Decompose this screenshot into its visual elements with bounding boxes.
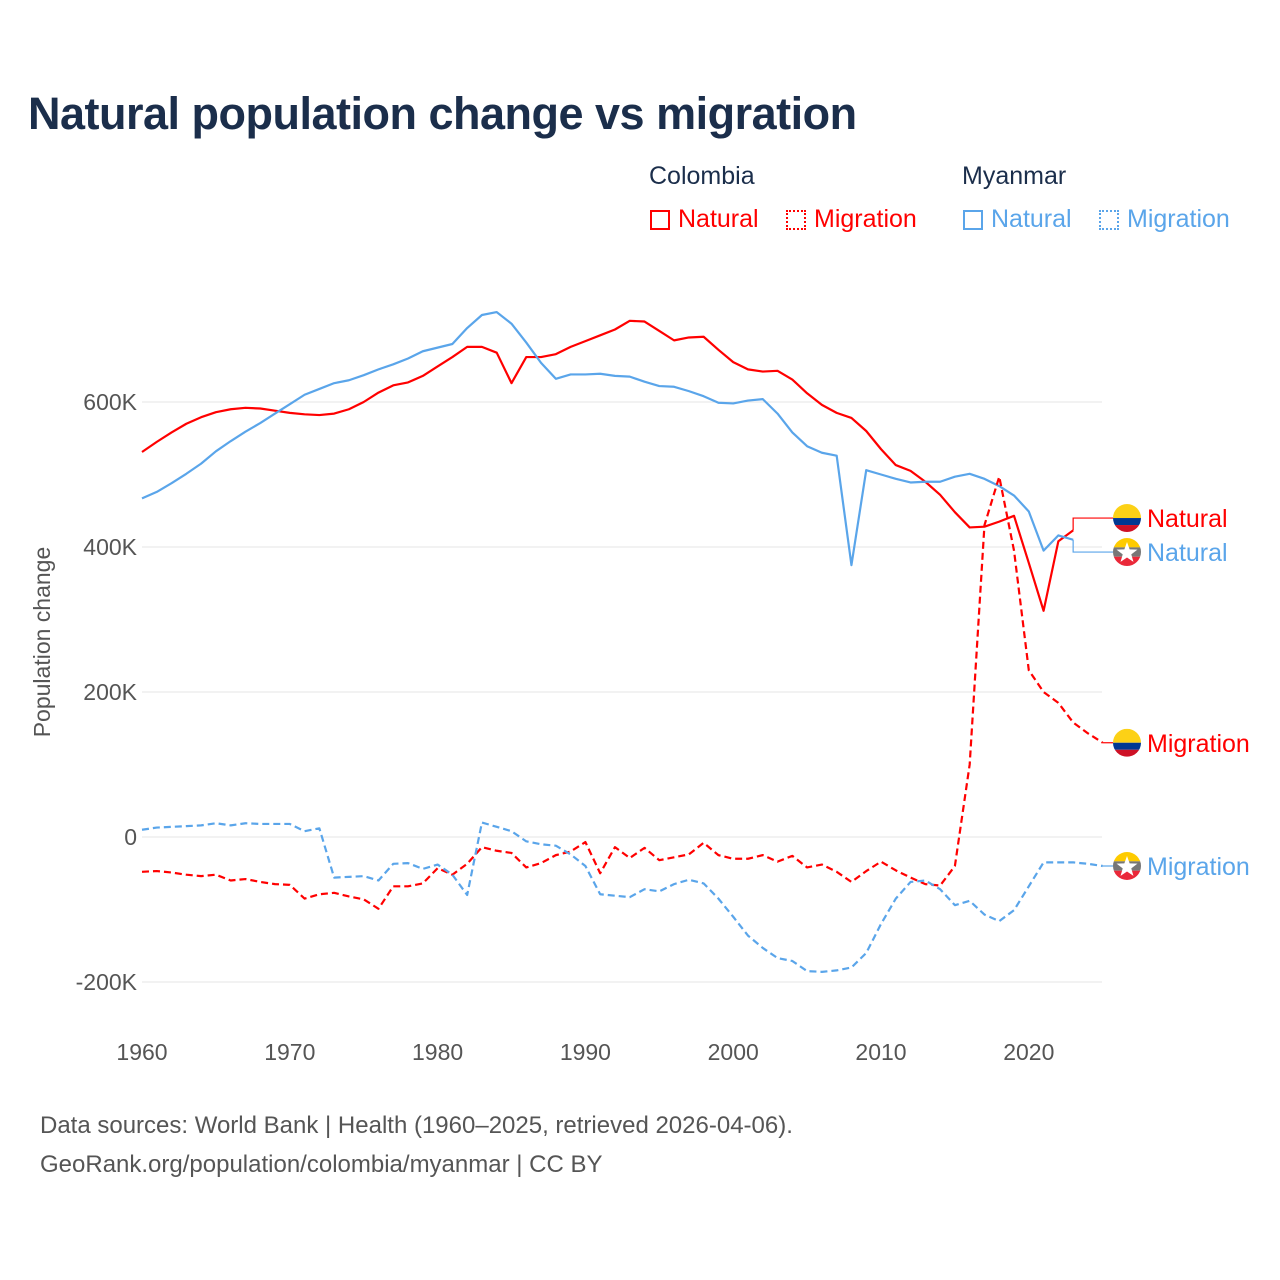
series-line-colombia-migration <box>141 475 1104 910</box>
legend-swatch-solid <box>963 209 983 230</box>
legend-swatch-dotted <box>786 209 806 230</box>
legend-myanmar-natural[interactable]: Natural <box>963 205 1072 234</box>
series-line-myanmar-natural <box>141 311 1074 567</box>
x-tick-label: 1980 <box>412 1039 463 1065</box>
legend-myanmar-migration[interactable]: Migration <box>1099 205 1230 234</box>
chart-title: Natural population change vs migration <box>28 88 857 139</box>
series-line-myanmar-migration <box>141 821 1103 973</box>
x-tick-label: 1960 <box>116 1039 167 1065</box>
y-tick-label: 200K <box>83 679 137 705</box>
legend-label: Natural <box>678 205 759 233</box>
footer: Data sources: World Bank | Health (1960–… <box>40 1106 793 1184</box>
end-label: Natural <box>1147 505 1228 533</box>
end-label: Migration <box>1147 853 1250 881</box>
series-line-colombia-natural <box>141 319 1074 612</box>
colombia-flag-icon <box>1113 504 1141 533</box>
legend-label: Migration <box>1127 205 1230 233</box>
x-tick-label: 2020 <box>1003 1039 1054 1065</box>
end-label-connector <box>1072 539 1113 553</box>
legend-label: Natural <box>991 205 1072 233</box>
legend-colombia-migration[interactable]: Migration <box>786 205 917 234</box>
attribution-link[interactable]: GeoRank.org/population/colombia/myanmar … <box>40 1151 603 1178</box>
colombia-flag-icon <box>1113 728 1141 757</box>
legend-swatch-solid <box>650 209 670 230</box>
x-tick-label: 2000 <box>708 1039 759 1065</box>
y-tick-label: -200K <box>76 969 138 995</box>
myanmar-flag-icon <box>1113 538 1141 567</box>
legend-label: Migration <box>814 205 917 233</box>
x-tick-label: 1970 <box>264 1039 315 1065</box>
end-label-connector <box>1072 517 1113 531</box>
y-axis-label: Population change <box>29 547 55 738</box>
y-tick-label: 400K <box>83 534 137 560</box>
legend-swatch-dotted <box>1099 209 1119 230</box>
legend-group-myanmar: Myanmar <box>962 162 1067 190</box>
myanmar-flag-icon <box>1113 852 1141 880</box>
x-tick-label: 2010 <box>855 1039 906 1065</box>
end-label: Natural <box>1147 539 1228 567</box>
legend-colombia-natural[interactable]: Natural <box>650 205 759 234</box>
y-tick-label: 0 <box>124 824 137 850</box>
x-tick-label: 1990 <box>560 1039 611 1065</box>
end-label: Migration <box>1147 730 1250 758</box>
data-source-note: Data sources: World Bank | Health (1960–… <box>40 1112 793 1139</box>
legend-group-colombia: Colombia <box>649 162 755 190</box>
y-tick-label: 600K <box>83 389 137 415</box>
